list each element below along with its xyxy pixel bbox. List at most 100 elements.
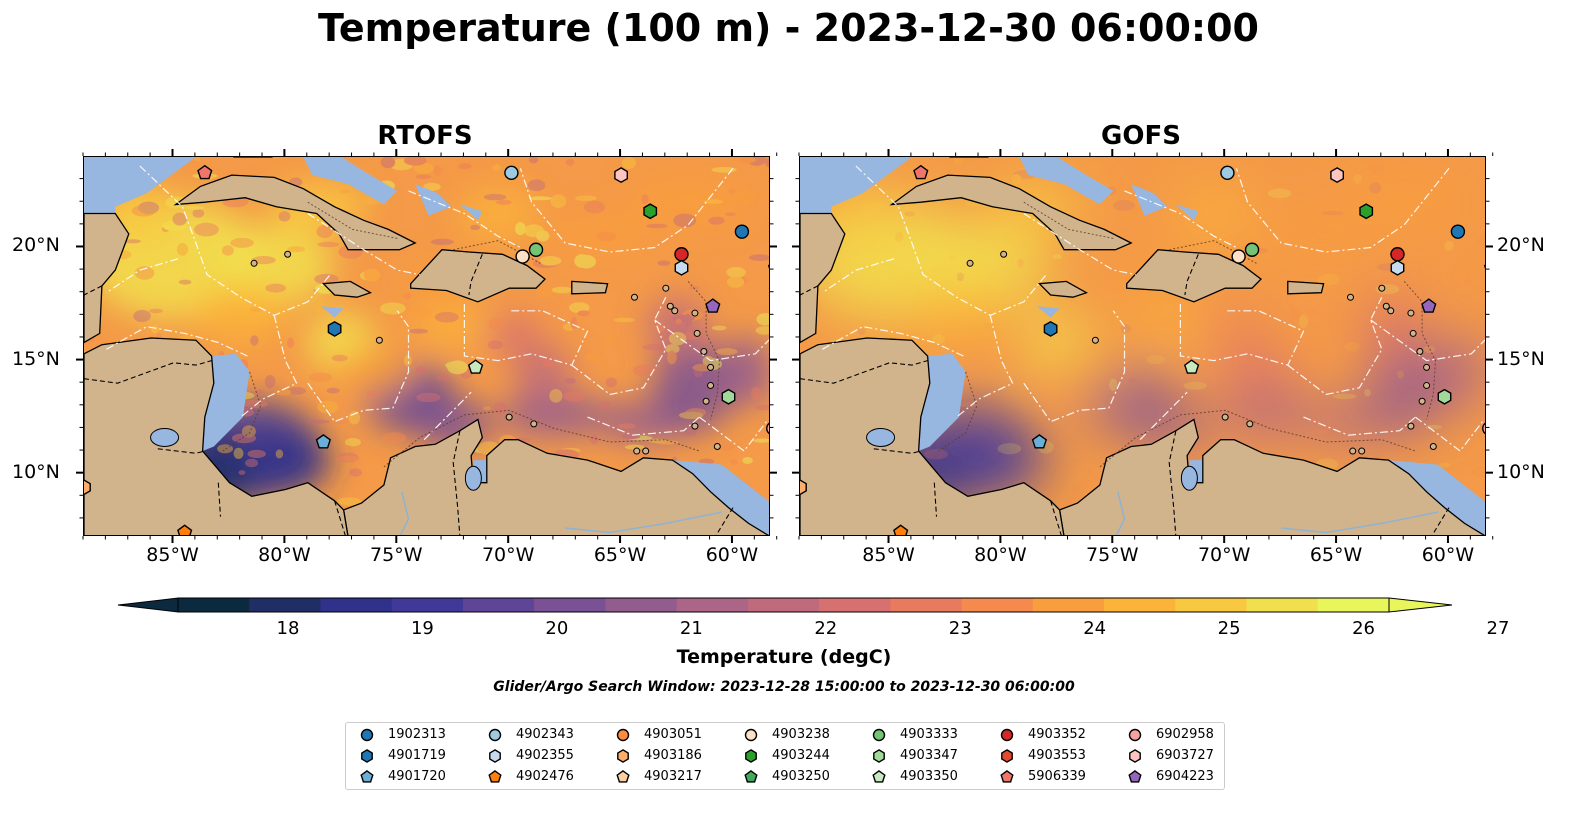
- lat-tick-label-right: 10°N: [1497, 460, 1545, 483]
- lon-tick-label: 85°W: [862, 544, 915, 566]
- eez-boundaries: [822, 165, 1485, 452]
- legend-label: 4902343: [516, 727, 574, 742]
- legend-marker-hexagon-icon: [489, 749, 501, 763]
- legend-marker-pentagon-icon: [488, 770, 502, 783]
- map-gofs: [799, 156, 1486, 536]
- float-marker-4903350: [467, 359, 484, 374]
- float-marker-4902355: [674, 259, 689, 276]
- lon-tick-label: 60°W: [1421, 544, 1475, 566]
- colorbar-tick-label: 19: [410, 618, 434, 639]
- float-marker-4901719: [1043, 320, 1058, 337]
- legend-label: 6904223: [1156, 769, 1214, 784]
- legend-label: 4902355: [516, 748, 574, 763]
- float-marker-4903244: [643, 203, 658, 220]
- colorbar-tick-label: 25: [1217, 618, 1241, 639]
- float-marker-4903238: [515, 249, 530, 264]
- colorbar-tick-label: 18: [276, 618, 300, 639]
- float-marker-4903238: [1231, 249, 1246, 264]
- legend-label: 4901720: [388, 769, 446, 784]
- legend-label: 4903352: [1028, 727, 1086, 742]
- lon-tick-label: 65°W: [1309, 544, 1363, 566]
- float-marker-4903186: [800, 479, 807, 496]
- legend-label: 4903333: [900, 727, 958, 742]
- lat-tick-label-right: 20°N: [1497, 234, 1545, 257]
- float-markers: [800, 164, 1485, 535]
- float-marker-5906339: [197, 164, 213, 180]
- float-marker-6903727: [614, 167, 628, 184]
- float-marker-5906339: [913, 164, 929, 180]
- colorbar-extend-max: [1388, 597, 1453, 613]
- colorbar-label: Temperature (degC): [676, 646, 892, 668]
- float-marker-4903347: [721, 388, 736, 405]
- colorbar-bin: [534, 598, 606, 612]
- legend-label: 4903244: [772, 748, 830, 763]
- float-marker-1902313: [734, 224, 750, 239]
- colorbar-bin: [1175, 598, 1248, 612]
- legend-label: 4903051: [644, 727, 702, 742]
- colorbar-bin: [1032, 598, 1105, 612]
- legend-marker-hexagon-icon: [361, 749, 373, 763]
- borders: [800, 254, 1450, 535]
- float-marker-4901719: [327, 320, 342, 337]
- legend-marker-hexagon-icon: [745, 749, 757, 763]
- float-marker-6903727: [1330, 167, 1344, 184]
- float-marker-6902958: [1482, 422, 1485, 435]
- legend: 1902313 4901719 4901720 4902343 4902355 49024…: [345, 722, 1225, 790]
- lon-tick-label: 70°W: [481, 544, 535, 566]
- colorbar-tick-label: 24: [1083, 618, 1107, 639]
- colorbar-bin: [819, 598, 891, 612]
- lon-tick-label: 75°W: [370, 544, 423, 566]
- legend-marker-pentagon-icon: [616, 770, 630, 783]
- float-marker-4902355: [1390, 259, 1405, 276]
- legend-label: 6902958: [1156, 727, 1214, 742]
- legend-marker-pentagon-icon: [360, 770, 374, 783]
- legend-marker-circle-icon: [488, 728, 502, 742]
- colorbar-tick-label: 22: [814, 618, 838, 639]
- legend-label: 4903350: [900, 769, 958, 784]
- float-marker-6904223: [1421, 298, 1437, 313]
- lon-tick-label: 60°W: [705, 544, 759, 566]
- colorbar-bin: [462, 598, 535, 612]
- colorbar-bin: [890, 598, 963, 612]
- legend-label: 4903238: [772, 727, 830, 742]
- legend-label: 4903347: [900, 748, 958, 763]
- lat-tick-label-left: 20°N: [12, 234, 60, 257]
- panel-title-gofs: GOFS: [1101, 121, 1181, 151]
- eez-boundaries: [106, 165, 769, 452]
- legend-label: 1902313: [388, 727, 446, 742]
- colorbar-bin: [605, 598, 678, 612]
- legend-marker-circle-icon: [872, 728, 886, 742]
- legend-marker-hexagon-icon: [1001, 749, 1013, 763]
- search-window-caption: Glider/Argo Search Window: 2023-12-28 15…: [493, 679, 1075, 695]
- figure-title: Temperature (100 m) - 2023-12-30 06:00:0…: [317, 6, 1259, 50]
- float-marker-4903347: [1437, 388, 1452, 405]
- float-marker-4902343: [1220, 165, 1235, 181]
- legend-marker-circle-icon: [1128, 728, 1142, 742]
- colorbar-tick-label: 21: [679, 618, 703, 639]
- land: [800, 157, 1485, 535]
- legend-label: 4902476: [516, 769, 574, 784]
- colorbar-tick-label: 26: [1352, 618, 1375, 639]
- float-marker-4902343: [504, 165, 519, 181]
- lon-tick-label: 65°W: [593, 544, 647, 566]
- legend-label: 6903727: [1156, 748, 1214, 763]
- colorbar-ticks: 18 19 20 21 22 23 24 25 26 27: [0, 618, 1577, 642]
- float-marker-4903350: [1183, 359, 1200, 374]
- lat-tick-label-right: 15°N: [1497, 347, 1545, 370]
- legend-marker-hexagon-icon: [617, 749, 629, 763]
- lon-tick-label: 75°W: [1086, 544, 1139, 566]
- legend-marker-hexagon-icon: [1129, 749, 1141, 763]
- legend-marker-pentagon-icon: [744, 770, 758, 783]
- colorbar-tick-label: 27: [1486, 618, 1510, 639]
- float-marker-4903244: [1359, 203, 1374, 220]
- lat-tick-label-left: 10°N: [12, 460, 60, 483]
- colorbar-bin: [1246, 598, 1319, 612]
- legend-marker-hexagon-icon: [873, 749, 885, 763]
- lon-tick-label: 70°W: [1197, 544, 1251, 566]
- legend-marker-circle-icon: [1000, 728, 1014, 742]
- legend-label: 4903217: [644, 769, 702, 784]
- legend-label: 5906339: [1028, 769, 1086, 784]
- float-marker-4902476: [893, 524, 909, 535]
- float-marker-1902313: [1450, 224, 1466, 239]
- colorbar-bin: [747, 598, 820, 612]
